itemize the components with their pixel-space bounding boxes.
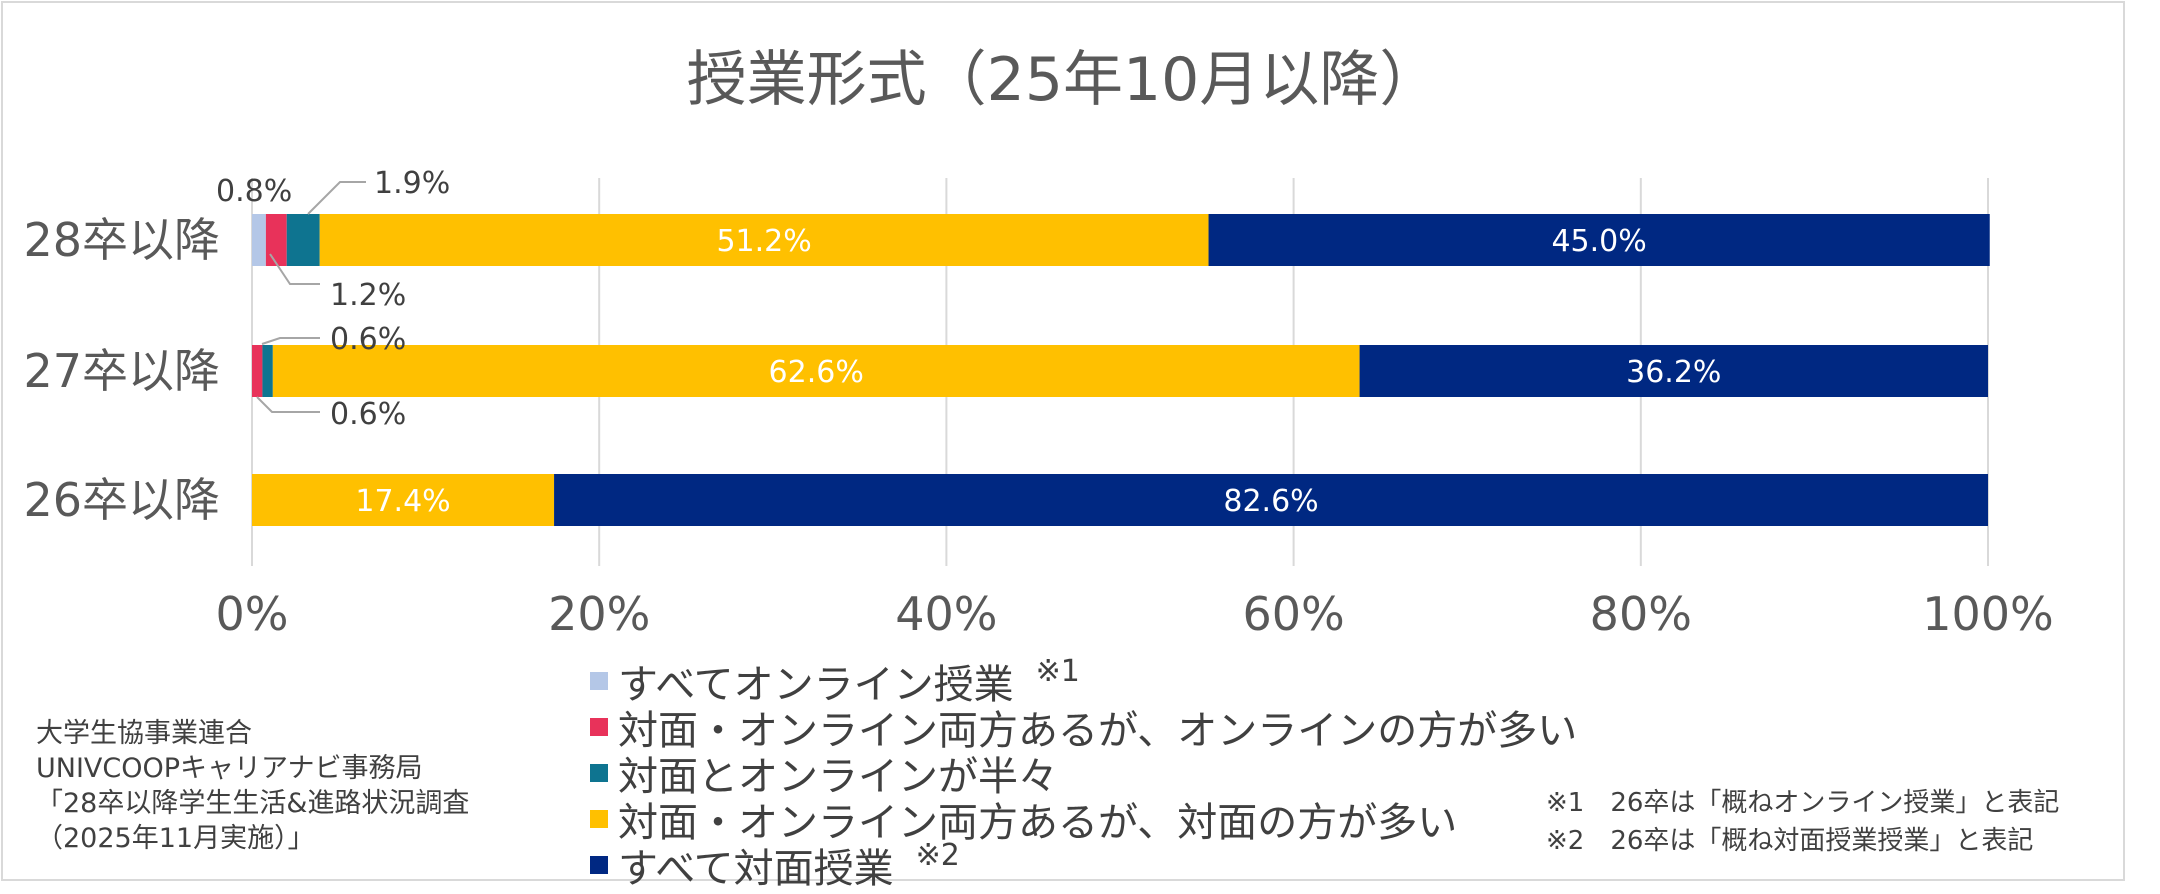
bar-segment (1208, 214, 1990, 266)
data-label: 62.6% (769, 355, 864, 390)
legend-note: ※1 (1035, 653, 1080, 689)
legend-label: 対面とオンラインが半々 (618, 754, 1058, 800)
data-label: 1.9% (374, 166, 450, 201)
leader-line (256, 396, 320, 413)
source-line: 「28卒以降学生生活&進路状況調査 (36, 788, 470, 819)
bar-segment (252, 214, 266, 266)
chart-frame (1, 1, 2125, 881)
bar-segment (554, 474, 1989, 526)
legend-item: 対面・オンライン両方あるが、対面の方が多い (590, 796, 1577, 846)
legend: すべてオンライン授業 ※1 対面・オンライン両方あるが、オンラインの方が多い 対面とオ… (590, 654, 1577, 892)
footnote-1: ※1 26卒は「概ねオンライン授業」と表記 (1546, 788, 2060, 818)
x-tick-label: 80% (1590, 587, 1692, 641)
legend-swatch (590, 856, 608, 874)
x-tick-label: 40% (895, 587, 997, 641)
x-tick-label: 100% (1922, 587, 2054, 641)
bar-segment (272, 345, 1360, 397)
leader-line (261, 337, 320, 345)
data-label: 0.6% (330, 397, 406, 432)
bars (252, 214, 1990, 526)
source-line: UNIVCOOPキャリアナビ事務局 (36, 753, 423, 784)
bar-segment (286, 214, 320, 266)
legend-swatch (590, 672, 608, 690)
data-label: 1.2% (330, 278, 406, 313)
category-label: 28卒以降 (23, 213, 220, 267)
legend-item: すべて対面授業 ※2 (590, 838, 1577, 892)
bar-segment (252, 474, 555, 526)
source-line: 大学生協事業連合 (36, 718, 252, 749)
legend-label: すべてオンライン授業 (618, 662, 1014, 708)
data-label: 82.6% (1223, 484, 1318, 519)
legend-item: すべてオンライン授業 ※1 (590, 654, 1577, 708)
x-axis-ticks: 0% 20% 40% 60% 80% 100% (216, 587, 2054, 641)
bar-segment (262, 345, 273, 397)
legend-swatch (590, 764, 608, 782)
source-line: （2025年11月実施）」 (36, 823, 315, 854)
bar-segment (1359, 345, 1988, 397)
data-label: 51.2% (716, 224, 811, 259)
legend-label: 対面・オンライン両方あるが、オンラインの方が多い (618, 708, 1578, 754)
leader-line (307, 181, 366, 215)
data-label: 0.6% (330, 322, 406, 357)
bar-segment (252, 345, 263, 397)
data-label: 17.4% (355, 484, 450, 519)
x-tick-label: 20% (548, 587, 650, 641)
legend-swatch (590, 718, 608, 736)
legend-label: すべて対面授業 (618, 846, 894, 892)
x-tick-label: 60% (1242, 587, 1344, 641)
category-label: 27卒以降 (23, 344, 220, 398)
legend-swatch (590, 810, 608, 828)
data-label: 45.0% (1551, 224, 1646, 259)
category-label: 26卒以降 (23, 473, 220, 527)
chart-title: 授業形式（25年10月以降） (687, 45, 1440, 115)
leader-line (269, 253, 320, 285)
category-labels: 28卒以降 27卒以降 26卒以降 (23, 213, 220, 527)
legend-label: 対面・オンライン両方あるが、対面の方が多い (618, 800, 1458, 846)
data-label: 36.2% (1626, 355, 1721, 390)
legend-note: ※2 (915, 837, 960, 873)
data-label: 0.8% (216, 174, 292, 209)
source-credit: 大学生協事業連合 UNIVCOOPキャリアナビ事務局 「28卒以降学生生活&進路… (36, 716, 469, 856)
footnote-2: ※2 26卒は「概ね対面授業授業」と表記 (1546, 826, 2034, 856)
x-tick-label: 0% (216, 587, 289, 641)
leader-lines (256, 181, 366, 413)
data-labels: 0.8% 1.2% 1.9% 51.2% 45.0% 0.6% 0.6% 62.6% 36.2%… (216, 166, 1721, 519)
footnotes: ※1 26卒は「概ねオンライン授業」と表記 ※2 26卒は「概ね対面授業授業」と… (1546, 784, 2059, 860)
bar-segment (319, 214, 1209, 266)
legend-item: 対面とオンラインが半々 (590, 750, 1577, 800)
legend-item: 対面・オンライン両方あるが、オンラインの方が多い (590, 704, 1577, 754)
bar-segment (265, 214, 287, 266)
